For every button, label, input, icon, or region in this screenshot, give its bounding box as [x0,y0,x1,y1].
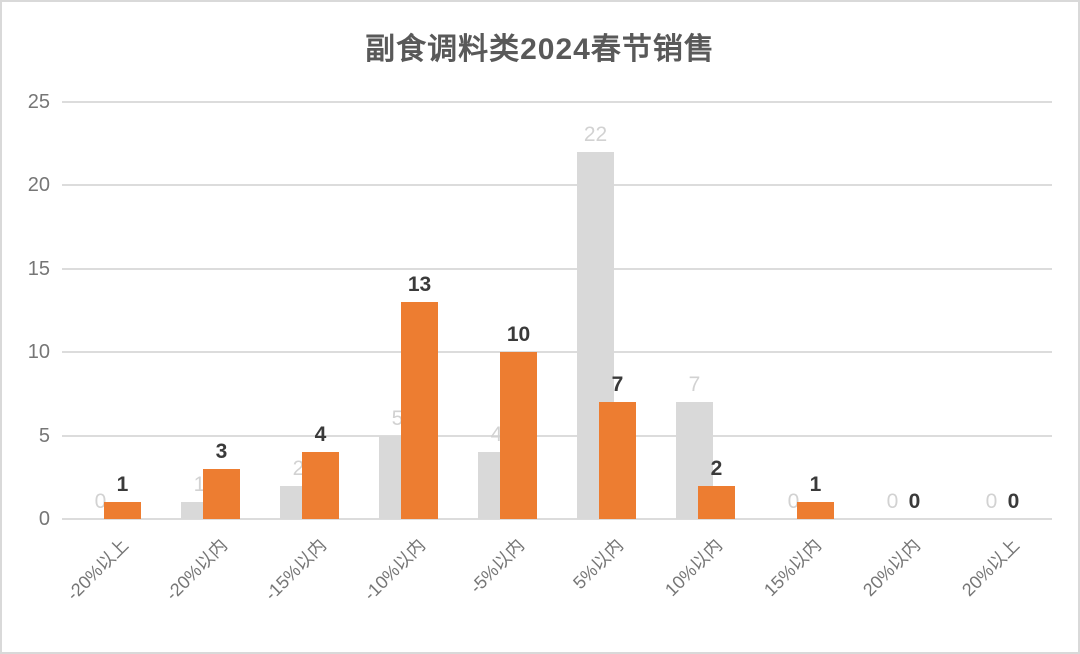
data-label-orange: 1 [116,473,129,497]
x-category-label: 5%以内 [568,535,627,593]
x-category-label: -20%以上 [62,535,132,605]
data-label-orange: 4 [314,423,327,447]
data-label-gray: 7 [688,373,701,397]
bar-orange [104,502,141,519]
data-label-orange: 2 [710,456,723,480]
grid-line [62,434,1052,437]
data-label-orange: 10 [506,323,531,347]
data-label-gray: 0 [94,490,107,513]
grid-line [62,267,1052,270]
x-category-label: 20%以内 [858,535,924,601]
data-label-orange: 1 [809,473,822,497]
bar-orange [698,485,735,519]
x-category-label: -5%以内 [465,535,528,598]
grid-line [62,351,1052,354]
data-label-gray: 22 [583,123,608,147]
grid-line [62,184,1052,187]
bar-orange [797,502,834,519]
x-category-label: 10%以内 [660,535,726,601]
x-category-label: 20%以上 [957,535,1023,601]
data-label-orange: 7 [611,373,624,397]
y-tick-label: 15 [27,257,50,280]
bar-orange [302,452,339,519]
data-label-gray: 5 [391,406,404,430]
data-label-gray: 0 [985,490,998,513]
y-tick-label: 10 [27,341,50,364]
data-label-orange: 3 [215,439,228,463]
data-label-gray: 1 [193,473,206,497]
data-label-orange: 13 [407,273,432,297]
x-category-label: -10%以内 [359,535,429,605]
grid-line [62,101,1052,103]
chart-title: 副食调料类2024春节销售 [365,33,715,66]
grid-line [62,518,1052,520]
data-label-gray: 0 [886,490,899,513]
data-label-gray: 4 [490,423,503,447]
y-tick-label: 20 [27,174,50,197]
data-label-gray: 0 [787,490,800,513]
data-label-orange: 0 [1007,490,1020,513]
x-category-label: -20%以内 [161,535,231,605]
x-category-label: -15%以内 [260,535,330,605]
bar-orange [203,468,240,519]
y-tick-label: 25 [27,91,50,113]
y-tick-label: 5 [38,424,50,447]
bar-orange [500,352,537,519]
bar-orange [401,302,438,519]
y-tick-label: 0 [38,508,50,530]
data-label-orange: 0 [908,490,921,513]
plot-area: 0 1 2 5 4 22 7 0 0 0 1 3 4 13 10 7 2 1 0 0 [62,101,1052,520]
bar-orange [599,402,636,519]
x-category-label: 15%以内 [759,535,825,601]
data-label-gray: 2 [292,456,305,480]
